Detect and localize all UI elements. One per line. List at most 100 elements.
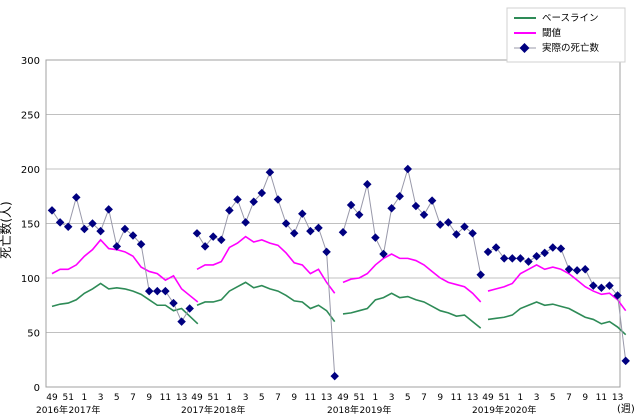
x-week-tick-label: 13 bbox=[321, 393, 332, 403]
x-week-tick-label: 49 bbox=[337, 393, 349, 403]
legend-threshold-label: 閾値 bbox=[542, 27, 562, 39]
x-week-tick-label: 13 bbox=[612, 393, 623, 403]
y-axis-label: 死亡数(人) bbox=[0, 201, 13, 258]
actual-data-point bbox=[314, 223, 323, 233]
x-week-tick-label: 49 bbox=[46, 393, 58, 403]
actual-data-point bbox=[354, 210, 364, 220]
x-week-tick-label: 11 bbox=[305, 393, 316, 403]
x-week-tick-label: 9 bbox=[437, 393, 443, 403]
x-week-tick-label: 9 bbox=[582, 393, 588, 403]
actual-data-point bbox=[298, 209, 307, 218]
x-year-label: 2017年 bbox=[181, 404, 213, 416]
x-year-label: 2018年 bbox=[327, 404, 359, 416]
threshold-series-line bbox=[51, 238, 199, 303]
x-week-tick-label: 1 bbox=[82, 393, 88, 403]
actual-data-point bbox=[330, 371, 339, 381]
x-week-tick-label: 5 bbox=[259, 393, 265, 403]
actual-data-point bbox=[387, 203, 396, 213]
actual-data-point bbox=[516, 254, 525, 263]
x-axis-unit-label: (週) bbox=[617, 403, 635, 415]
actual-data-point bbox=[96, 226, 105, 236]
actual-data-point bbox=[72, 193, 81, 202]
actual-data-point bbox=[306, 226, 315, 236]
actual-data-point bbox=[435, 220, 445, 229]
x-year-label: 2020年 bbox=[504, 404, 536, 416]
x-year-label: 2019年 bbox=[472, 404, 504, 416]
actual-data-point bbox=[47, 206, 57, 215]
actual-data-point bbox=[249, 197, 258, 206]
actual-data-point bbox=[476, 270, 485, 279]
actual-data-point bbox=[80, 224, 89, 234]
actual-data-point bbox=[265, 168, 275, 177]
y-tick-label: 200 bbox=[21, 165, 40, 176]
actual-data-point bbox=[144, 286, 154, 296]
x-week-tick-label: 49 bbox=[191, 393, 203, 403]
actual-data-point bbox=[491, 243, 501, 252]
x-week-tick-label: 13 bbox=[176, 393, 187, 403]
actual-data-point bbox=[363, 180, 372, 189]
actual-data-point bbox=[597, 283, 606, 293]
y-tick-label: 50 bbox=[27, 329, 40, 340]
actual-data-point bbox=[572, 266, 582, 275]
x-week-tick-label: 51 bbox=[62, 393, 73, 403]
threshold-series-line bbox=[487, 264, 627, 312]
baseline-series-line bbox=[51, 282, 199, 325]
actual-data-point bbox=[55, 218, 65, 227]
baseline-series-line bbox=[196, 281, 336, 323]
x-week-tick-label: 51 bbox=[498, 393, 509, 403]
actual-data-point bbox=[169, 298, 178, 308]
x-week-tick-label: 3 bbox=[534, 393, 540, 403]
y-tick-label: 0 bbox=[34, 383, 40, 394]
actual-data-point bbox=[621, 356, 630, 366]
actual-data-point bbox=[120, 224, 130, 234]
actual-data-point bbox=[564, 265, 574, 274]
legend-actual-swatch-marker bbox=[519, 43, 530, 53]
actual-data-point bbox=[346, 200, 356, 210]
actual-data-point bbox=[322, 247, 331, 257]
actual-data-point bbox=[273, 195, 283, 204]
x-week-tick-label: 7 bbox=[275, 393, 281, 403]
x-week-tick-label: 51 bbox=[207, 393, 218, 403]
actual-data-point bbox=[589, 281, 598, 290]
actual-data-point bbox=[161, 286, 170, 296]
actual-data-point bbox=[403, 164, 413, 174]
actual-data-point bbox=[225, 206, 234, 215]
actual-data-point bbox=[177, 317, 186, 326]
actual-data-point bbox=[338, 227, 348, 237]
baseline-series-line bbox=[487, 301, 627, 336]
x-week-tick-label: 3 bbox=[98, 393, 104, 403]
actual-data-point bbox=[241, 218, 250, 227]
x-week-tick-label: 7 bbox=[130, 393, 136, 403]
actual-data-point bbox=[411, 201, 421, 211]
actual-data-point bbox=[452, 230, 461, 239]
x-week-tick-label: 9 bbox=[146, 393, 152, 403]
actual-data-point bbox=[136, 239, 146, 249]
actual-data-point bbox=[524, 257, 533, 266]
x-week-tick-label: 3 bbox=[243, 393, 249, 403]
threshold-series-line bbox=[342, 253, 482, 303]
actual-data-point bbox=[185, 304, 194, 313]
actual-data-point bbox=[281, 219, 291, 228]
x-week-tick-label: 11 bbox=[160, 393, 171, 403]
plot-border bbox=[45, 59, 621, 388]
actual-data-point bbox=[483, 247, 493, 257]
legend-baseline-label: ベースライン bbox=[542, 13, 599, 24]
x-week-tick-label: 7 bbox=[421, 393, 427, 403]
x-week-tick-label: 5 bbox=[550, 393, 556, 403]
actual-data-point bbox=[233, 195, 242, 204]
baseline-series-line bbox=[342, 292, 482, 329]
legend-actual-label: 実際の死亡数 bbox=[542, 42, 600, 54]
x-week-tick-label: 5 bbox=[405, 393, 411, 403]
actual-data-point bbox=[580, 265, 590, 274]
x-week-tick-label: 49 bbox=[482, 393, 494, 403]
actual-data-point bbox=[419, 210, 429, 220]
actual-data-point bbox=[128, 231, 138, 240]
y-tick-label: 300 bbox=[21, 56, 40, 67]
x-week-tick-label: 1 bbox=[518, 393, 524, 403]
x-year-label: 2017年 bbox=[68, 404, 100, 416]
x-week-tick-label: 7 bbox=[566, 393, 572, 403]
actual-data-point bbox=[605, 281, 614, 290]
